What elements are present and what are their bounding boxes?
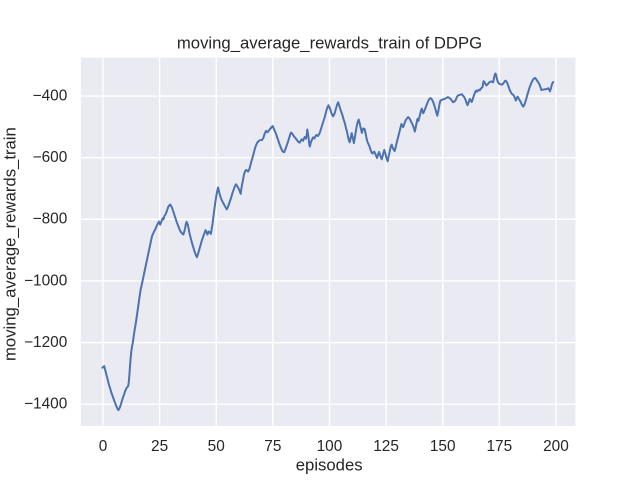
svg-text:episodes: episodes: [296, 456, 363, 475]
svg-text:moving_average_rewards_train: moving_average_rewards_train: [1, 127, 20, 361]
svg-text:moving_average_rewards_train o: moving_average_rewards_train of DDPG: [177, 33, 482, 52]
svg-text:200: 200: [543, 438, 569, 455]
svg-text:75: 75: [264, 438, 281, 455]
svg-text:−1400: −1400: [24, 396, 67, 413]
svg-text:−600: −600: [33, 149, 68, 166]
svg-text:125: 125: [373, 438, 399, 455]
svg-text:100: 100: [317, 438, 343, 455]
svg-text:0: 0: [99, 438, 108, 455]
svg-text:−800: −800: [33, 211, 68, 228]
svg-text:−1000: −1000: [24, 272, 67, 289]
svg-text:−400: −400: [33, 87, 68, 104]
svg-text:50: 50: [208, 438, 225, 455]
svg-text:175: 175: [486, 438, 512, 455]
svg-text:25: 25: [151, 438, 168, 455]
svg-text:−1200: −1200: [24, 334, 67, 351]
svg-text:150: 150: [430, 438, 456, 455]
